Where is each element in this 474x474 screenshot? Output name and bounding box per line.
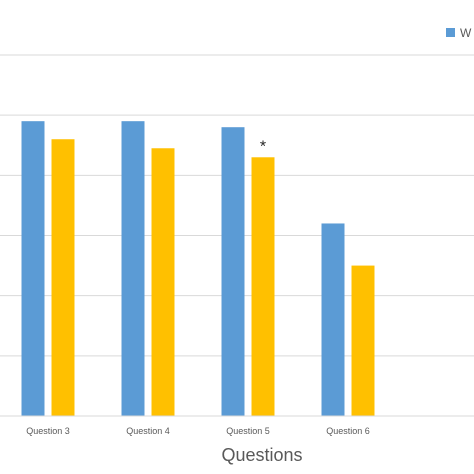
- bar-question-6-series-2: [351, 265, 375, 416]
- bar-question-4-series-1: [121, 121, 145, 416]
- x-tick-label: Question 6: [326, 426, 370, 436]
- x-tick-label: Question 4: [126, 426, 170, 436]
- legend-label-series-1: W: [460, 26, 472, 40]
- bar-question-3-series-2: [51, 139, 75, 416]
- bar-question-5-series-2: [251, 157, 275, 417]
- x-tick-label: Question 5: [226, 426, 270, 436]
- bar-question-3-series-1: [21, 121, 45, 416]
- significance-marker: *: [260, 138, 266, 155]
- x-axis-title: Questions: [221, 445, 302, 465]
- legend-swatch-series-1: [446, 28, 455, 37]
- annotations: *: [260, 138, 266, 155]
- bar-question-6-series-1: [321, 223, 345, 416]
- x-tick-label: Question 3: [26, 426, 70, 436]
- bars: [21, 121, 375, 417]
- bar-question-5-series-1: [221, 127, 245, 416]
- bar-question-4-series-2: [151, 148, 175, 416]
- legend: W: [446, 26, 472, 40]
